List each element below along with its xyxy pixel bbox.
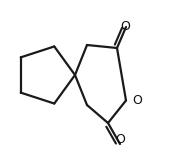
Text: O: O: [132, 94, 142, 107]
Text: O: O: [120, 20, 130, 33]
Text: O: O: [115, 133, 125, 146]
